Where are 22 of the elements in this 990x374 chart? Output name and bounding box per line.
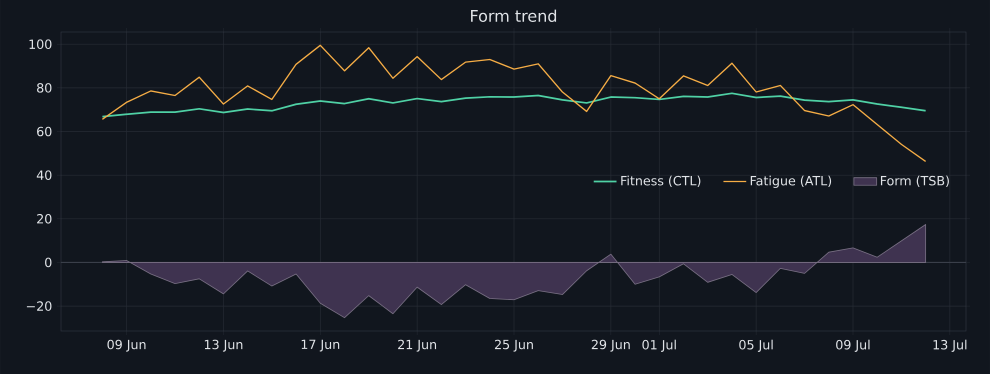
chart-title: Form trend — [471, 10, 556, 22]
x-tick-label: 09 Jul — [836, 340, 870, 352]
line-series — [102, 92, 927, 118]
x-tick-label: 21 Jun — [398, 340, 436, 352]
legend-label: Form (TSB) — [880, 176, 949, 187]
y-tick-label: 60 — [37, 126, 52, 136]
x-tick-label: 05 Jul — [739, 340, 773, 352]
y-tick-label: −20 — [26, 301, 52, 311]
x-tick-label: 13 Jul — [934, 340, 966, 352]
x-tick-label: 25 Jun — [494, 340, 533, 352]
y-tick-label: 80 — [37, 83, 52, 93]
x-tick-label: 13 Jun — [204, 340, 242, 352]
x-tick-label: 29 Jun — [592, 340, 630, 352]
x-tick-label: 09 Jun — [107, 340, 146, 352]
y-tick-label: 0 — [45, 258, 52, 268]
legend-label: Fatigue (ATL) — [750, 176, 832, 188]
y-tick-label: 100 — [30, 39, 52, 50]
y-tick-label: 20 — [37, 214, 52, 224]
y-tick-label: 40 — [36, 170, 52, 180]
x-tick-label: 17 Jun — [302, 340, 340, 352]
x-tick-label: 01 Jul — [642, 340, 676, 352]
legend-label: Fitness (CTL) — [621, 176, 700, 187]
